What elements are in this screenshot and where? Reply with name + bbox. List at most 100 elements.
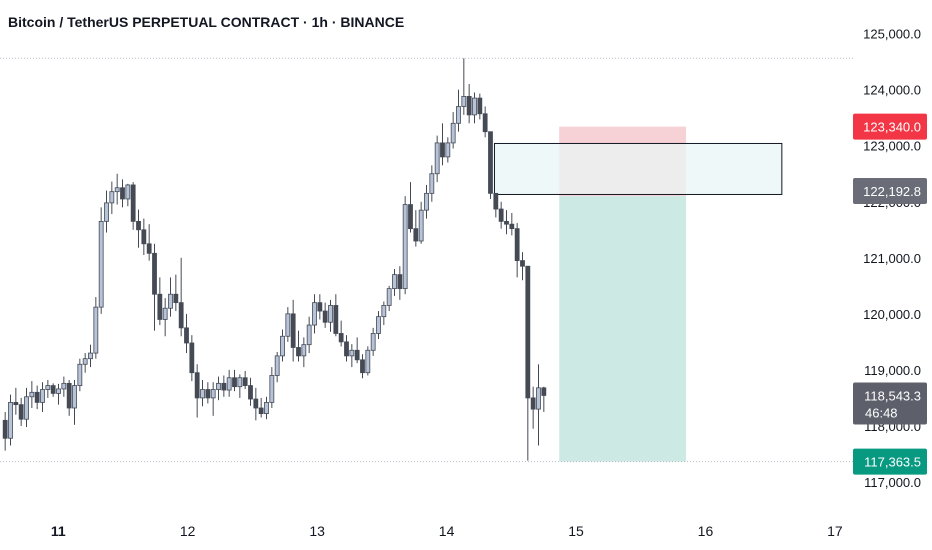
price-tag-entry[interactable]: 122,192.8: [853, 177, 927, 204]
candle[interactable]: [541, 386, 547, 412]
candle[interactable]: [253, 387, 259, 421]
candle[interactable]: [125, 183, 131, 207]
candle[interactable]: [210, 382, 216, 416]
candle[interactable]: [168, 277, 173, 317]
price-tag-stop[interactable]: 123,340.0: [853, 113, 927, 140]
candle[interactable]: [333, 294, 339, 337]
candle[interactable]: [381, 301, 387, 326]
candle[interactable]: [200, 379, 205, 407]
candle[interactable]: [226, 369, 232, 397]
candle[interactable]: [418, 201, 424, 244]
candle[interactable]: [157, 277, 163, 326]
candle[interactable]: [29, 381, 35, 408]
candle[interactable]: [493, 192, 499, 218]
candle[interactable]: [13, 387, 19, 415]
supply-zone-rectangle[interactable]: [493, 142, 783, 195]
candle[interactable]: [445, 137, 451, 163]
candle[interactable]: [301, 337, 307, 368]
candle[interactable]: [461, 58, 467, 115]
candle[interactable]: [338, 320, 344, 347]
candle[interactable]: [264, 396, 269, 420]
candle[interactable]: [194, 364, 200, 418]
candle[interactable]: [232, 369, 237, 392]
candle[interactable]: [285, 307, 291, 342]
candle[interactable]: [258, 397, 264, 418]
candle[interactable]: [477, 93, 483, 120]
candle[interactable]: [77, 358, 83, 392]
candle[interactable]: [354, 337, 360, 364]
candle[interactable]: [328, 299, 333, 332]
candle[interactable]: [317, 294, 323, 320]
candle[interactable]: [34, 385, 40, 410]
candle[interactable]: [429, 165, 435, 202]
candle[interactable]: [216, 376, 221, 401]
candle[interactable]: [8, 394, 13, 446]
candle[interactable]: [40, 382, 45, 412]
candle[interactable]: [45, 379, 51, 398]
candle[interactable]: [248, 377, 253, 406]
candle[interactable]: [88, 344, 93, 368]
candle[interactable]: [520, 252, 525, 281]
candle[interactable]: [397, 266, 403, 300]
candle[interactable]: [146, 224, 152, 261]
candle[interactable]: [290, 299, 296, 362]
candle[interactable]: [2, 411, 8, 451]
candle[interactable]: [498, 201, 504, 229]
candle[interactable]: [360, 354, 365, 379]
candle[interactable]: [365, 346, 371, 376]
candle[interactable]: [370, 327, 376, 356]
candle[interactable]: [434, 135, 440, 183]
candle[interactable]: [136, 209, 141, 248]
candle[interactable]: [424, 184, 429, 219]
candle[interactable]: [141, 218, 147, 255]
candle[interactable]: [450, 112, 456, 149]
candle[interactable]: [104, 190, 109, 233]
candle[interactable]: [269, 367, 275, 408]
candle[interactable]: [456, 89, 461, 132]
candle[interactable]: [82, 353, 88, 373]
candle[interactable]: [237, 374, 243, 398]
candle[interactable]: [514, 223, 520, 278]
candle[interactable]: [72, 379, 77, 425]
candle[interactable]: [109, 181, 115, 215]
candle[interactable]: [536, 364, 541, 446]
candle[interactable]: [61, 376, 67, 397]
candle[interactable]: [18, 397, 24, 426]
take-profit-zone[interactable]: [559, 196, 687, 462]
candle[interactable]: [280, 329, 285, 362]
candle[interactable]: [274, 351, 280, 383]
candle[interactable]: [344, 335, 349, 362]
candle[interactable]: [408, 182, 413, 233]
candle[interactable]: [189, 335, 195, 382]
candle[interactable]: [530, 386, 536, 429]
candle[interactable]: [162, 298, 168, 337]
candle[interactable]: [93, 297, 99, 359]
candle[interactable]: [504, 210, 509, 235]
price-tag-target[interactable]: 117,363.5: [853, 448, 927, 475]
candle[interactable]: [472, 92, 477, 124]
candle[interactable]: [221, 375, 227, 397]
candle[interactable]: [402, 196, 408, 295]
candle[interactable]: [50, 383, 56, 397]
candle[interactable]: [466, 84, 472, 124]
candle[interactable]: [296, 330, 301, 362]
candle[interactable]: [509, 212, 515, 236]
candle[interactable]: [120, 179, 125, 208]
candle[interactable]: [322, 302, 328, 328]
candle[interactable]: [392, 269, 397, 296]
candle[interactable]: [306, 316, 312, 354]
candle[interactable]: [114, 173, 120, 205]
candle[interactable]: [482, 106, 488, 138]
candle[interactable]: [488, 131, 493, 199]
candle[interactable]: [205, 382, 211, 404]
candle[interactable]: [413, 210, 419, 247]
candle[interactable]: [440, 123, 445, 166]
candle[interactable]: [56, 383, 61, 405]
candle[interactable]: [376, 311, 381, 340]
candle[interactable]: [242, 371, 248, 389]
candle[interactable]: [184, 313, 189, 354]
candle[interactable]: [386, 285, 392, 312]
candle[interactable]: [312, 294, 317, 334]
candle[interactable]: [525, 265, 531, 461]
